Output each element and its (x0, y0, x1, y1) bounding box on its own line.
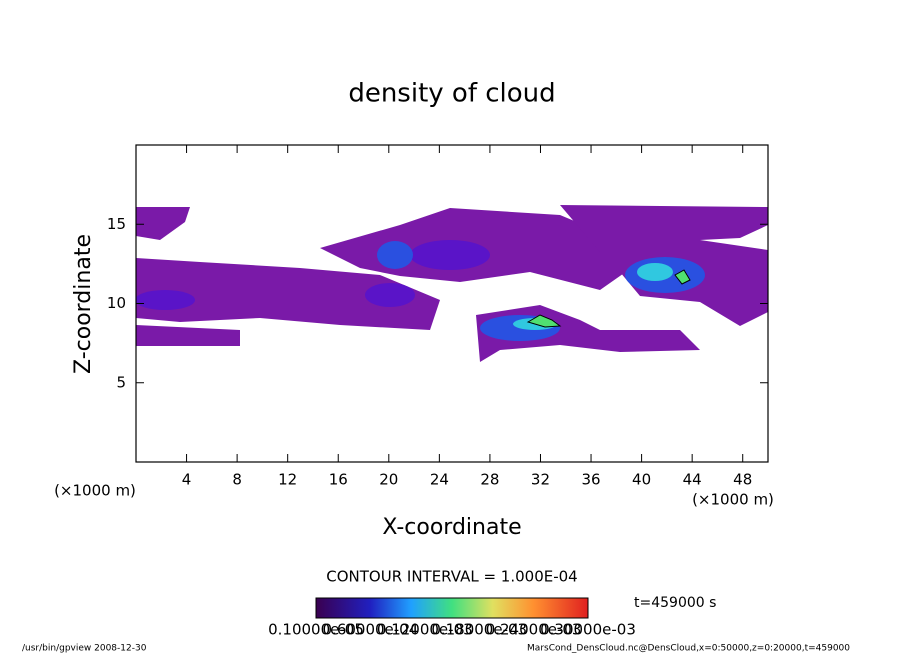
x-tick-label: 4 (182, 471, 192, 489)
colorbar (315, 597, 589, 619)
x-axis-label: X-coordinate (382, 515, 521, 540)
x-tick-label: 44 (683, 471, 702, 489)
colorbar-label: 0.18000e-03 (431, 621, 527, 639)
x-unit: (×1000 m) (692, 491, 774, 509)
y-tick-label: 15 (107, 215, 126, 233)
x-unit-left: (×1000 m) (54, 482, 136, 500)
footer-left: /usr/bin/gpview 2008-12-30 (22, 644, 147, 654)
footer-right: MarsCond_DensCloud.nc@DensCloud,x=0:5000… (527, 644, 850, 654)
colorbar-label: 0.24000e-03 (486, 621, 582, 639)
colorbar-label: 0.30000e-03 (540, 621, 636, 639)
x-tick-label: 12 (278, 471, 297, 489)
x-tick-label: 32 (531, 471, 550, 489)
x-tick-label: 20 (379, 471, 398, 489)
x-tick-label: 40 (632, 471, 651, 489)
y-axis-label: Z-coordinate (71, 234, 96, 374)
x-tick-label: 48 (733, 471, 752, 489)
x-tick-label: 16 (329, 471, 348, 489)
time-label: t=459000 s (634, 595, 716, 611)
colorbar-label: 0.60000e-04 (323, 621, 419, 639)
x-tick-label: 36 (581, 471, 600, 489)
contour-fill (136, 205, 768, 362)
x-tick-label: 8 (232, 471, 242, 489)
contour-interval: CONTOUR INTERVAL = 1.000E-04 (326, 568, 577, 586)
y-tick-label: 10 (107, 294, 126, 312)
colorbar-label: 0.12000e-03 (377, 621, 473, 639)
x-tick-label: 28 (480, 471, 499, 489)
y-tick-label: 5 (116, 373, 126, 391)
colorbar-label: 0.10000e-05 (268, 621, 364, 639)
x-tick-label: 24 (430, 471, 449, 489)
chart-title: density of cloud (348, 79, 555, 109)
